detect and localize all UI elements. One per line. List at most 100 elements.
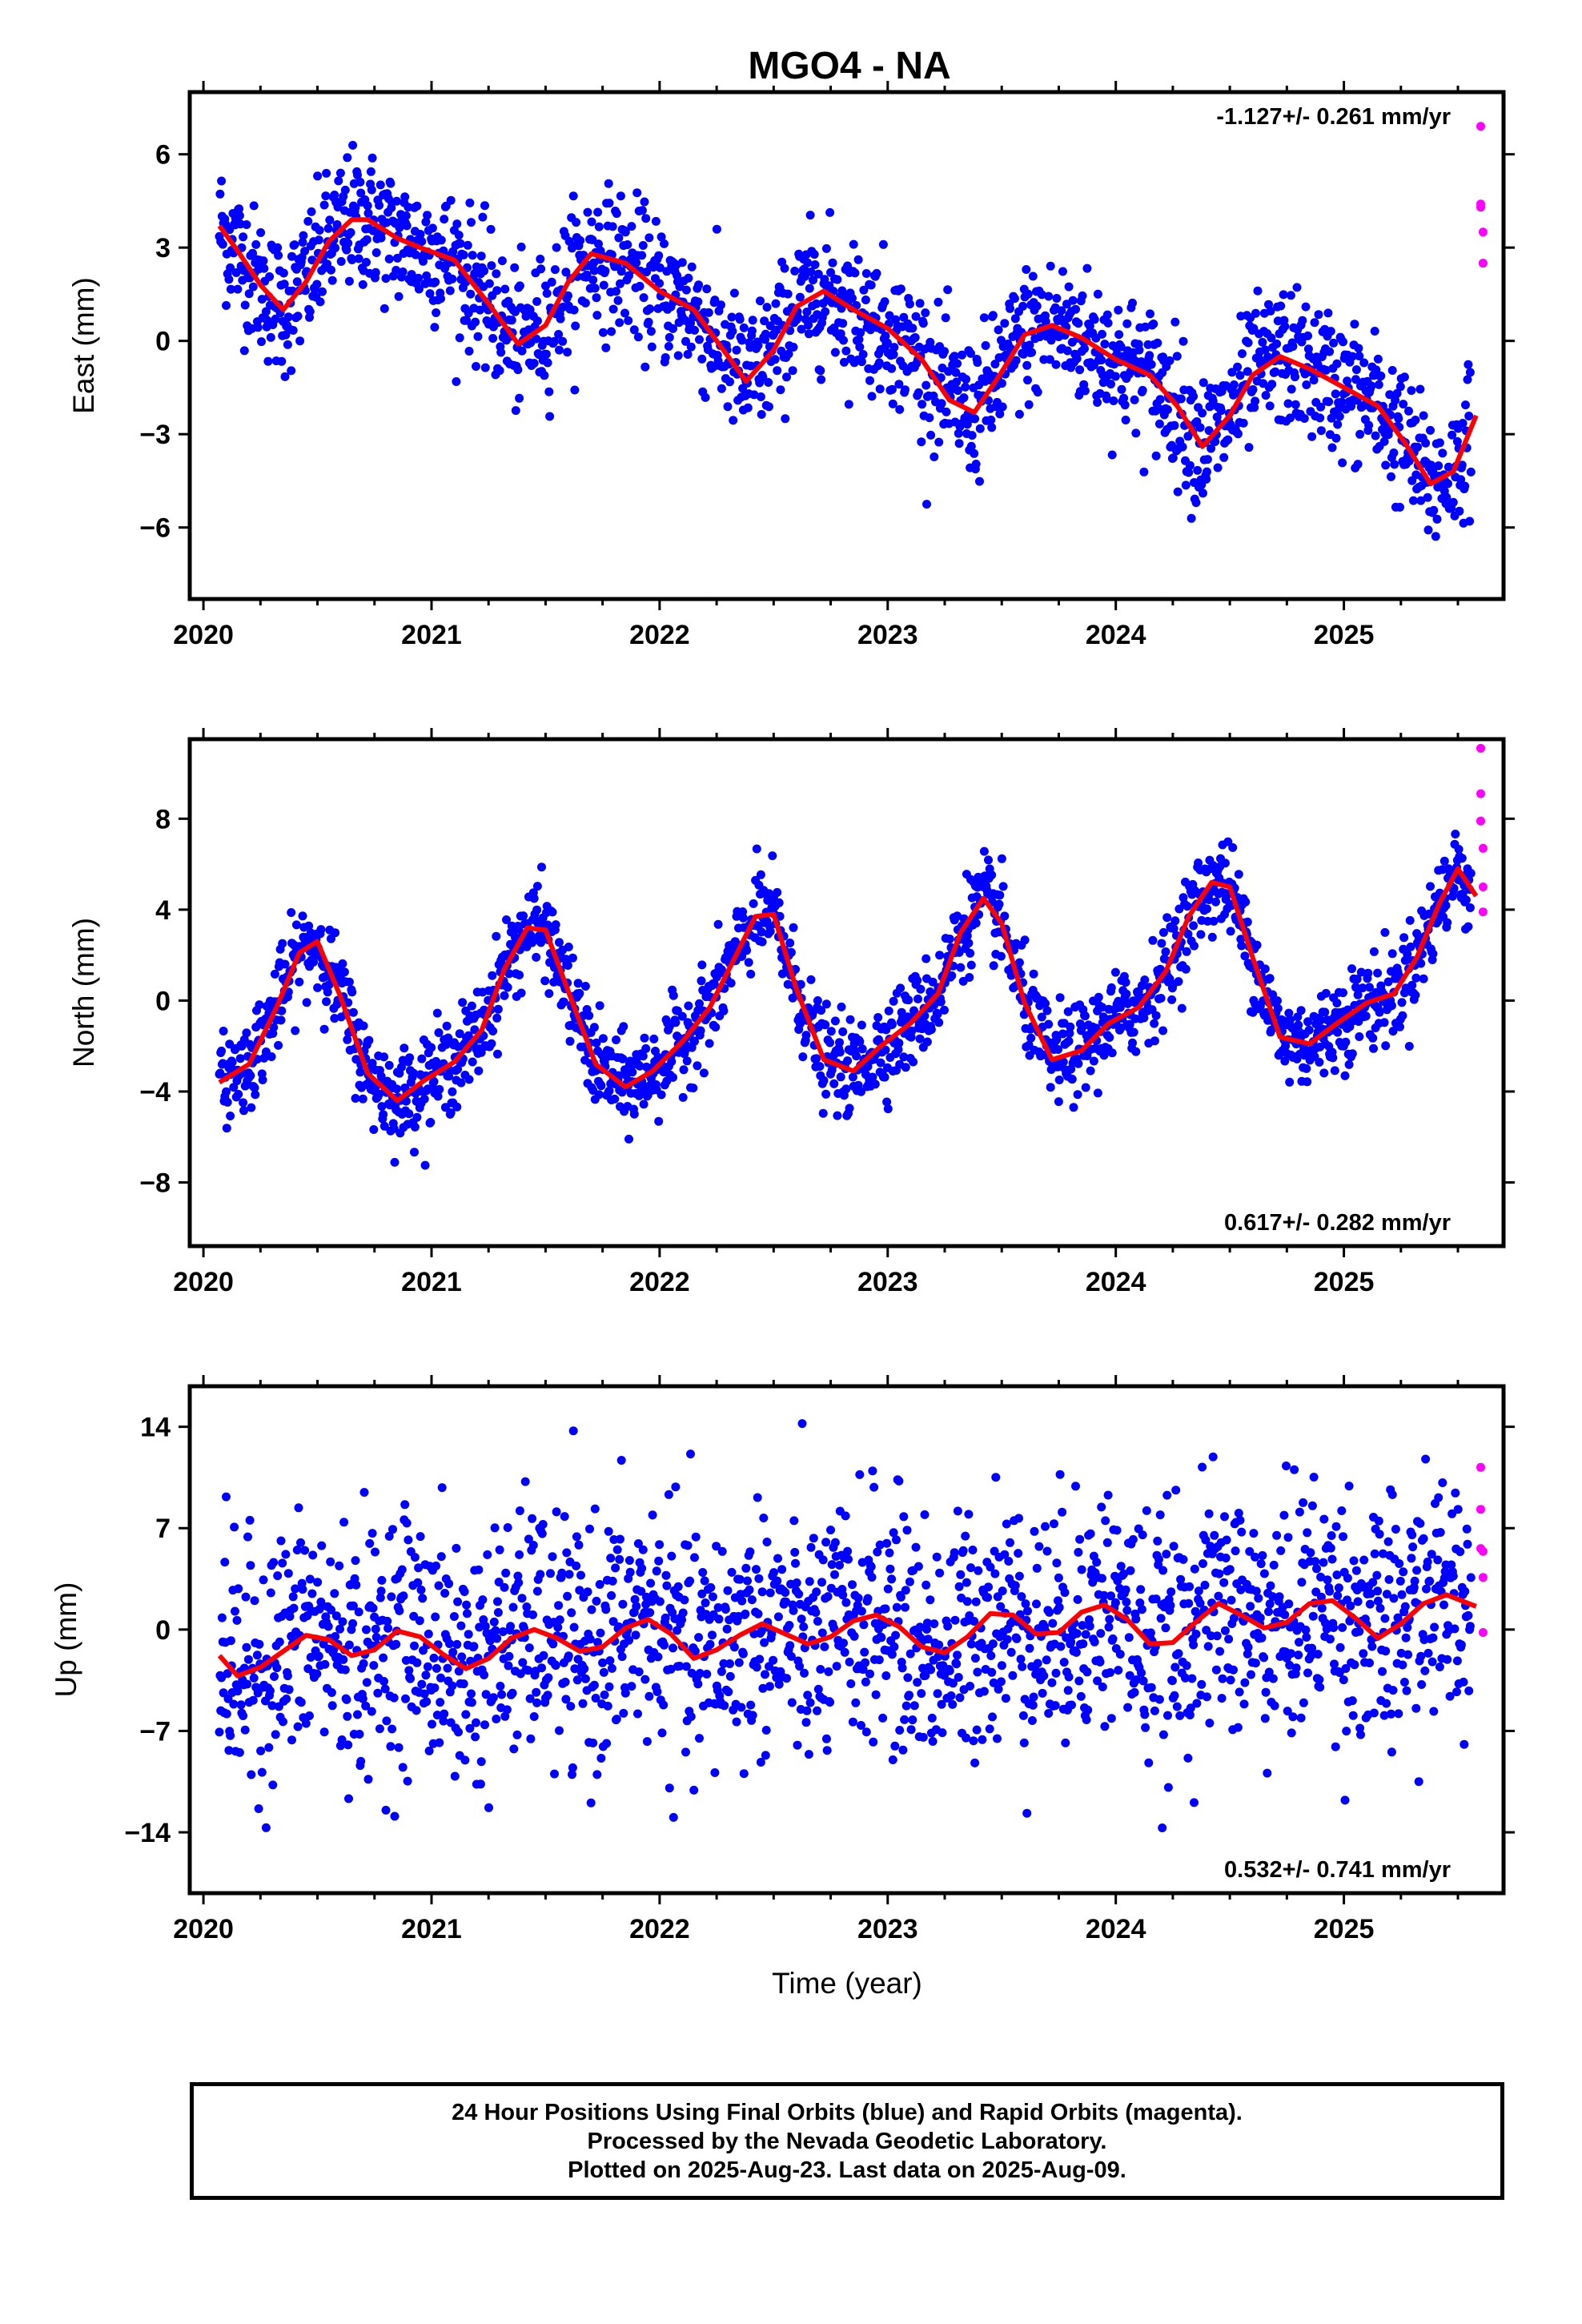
data-point [292, 1546, 302, 1554]
data-point [704, 308, 713, 317]
data-point [710, 1768, 720, 1777]
data-point [785, 1641, 795, 1651]
data-point [1316, 402, 1326, 412]
data-point [463, 1609, 472, 1618]
data-point [371, 267, 380, 277]
data-point [279, 268, 288, 278]
data-point [423, 1084, 432, 1094]
data-point [1331, 389, 1340, 399]
data-point [1463, 375, 1472, 384]
data-point [1046, 1083, 1055, 1092]
data-point [604, 1682, 614, 1691]
data-point [524, 1534, 533, 1544]
data-point [702, 284, 712, 294]
data-point [882, 1538, 892, 1548]
data-point [694, 1633, 704, 1642]
data-point [794, 1590, 804, 1598]
data-point [1141, 322, 1150, 332]
data-point [783, 289, 793, 299]
data-point [765, 321, 775, 331]
data-point [952, 1659, 962, 1669]
data-point [1167, 995, 1177, 1004]
data-point [677, 258, 687, 267]
data-point [885, 1564, 895, 1574]
data-point [1316, 426, 1326, 436]
data-point [223, 1097, 232, 1107]
data-point [485, 1636, 495, 1646]
data-point [444, 1579, 454, 1589]
data-point [926, 1595, 935, 1605]
data-point [616, 267, 626, 276]
data-point [358, 1094, 367, 1104]
data-point [330, 191, 339, 199]
data-point [882, 1097, 892, 1107]
data-point [1451, 830, 1460, 838]
data-point [381, 274, 391, 283]
data-point [1107, 1048, 1117, 1058]
data-point [717, 384, 726, 393]
data-point [1158, 927, 1168, 937]
data-point [734, 1658, 744, 1667]
data-point [388, 1525, 397, 1534]
data-point [217, 1613, 227, 1622]
data-point [397, 1063, 406, 1072]
data-point [861, 296, 870, 304]
data-point [1204, 426, 1214, 436]
data-point [895, 1726, 905, 1735]
data-point [376, 1072, 386, 1081]
data-point [619, 1708, 628, 1718]
data-point [1014, 409, 1024, 419]
data-point [233, 284, 243, 294]
data-point [512, 1730, 522, 1739]
data-point [510, 263, 520, 272]
data-point [314, 235, 323, 245]
data-point [459, 250, 468, 259]
data-point [402, 221, 412, 231]
data-point [1331, 433, 1341, 443]
data-point [1351, 983, 1360, 992]
data-point [414, 284, 424, 294]
data-point [331, 1632, 340, 1641]
data-point [484, 279, 494, 288]
data-point [564, 1570, 574, 1579]
data-point [424, 1629, 433, 1638]
data-point [1443, 462, 1453, 472]
data-point [1343, 376, 1352, 386]
data-point [293, 312, 303, 321]
data-point [480, 1671, 489, 1679]
data-point [392, 253, 402, 263]
data-point [604, 1086, 614, 1096]
data-point [759, 1514, 769, 1522]
data-point [1244, 443, 1254, 452]
data-point [762, 1538, 772, 1546]
data-point [259, 1575, 268, 1585]
data-point [616, 279, 624, 288]
rapid-point [1478, 883, 1488, 891]
data-point [1339, 988, 1347, 998]
data-point [932, 1552, 942, 1562]
data-point [962, 1733, 971, 1743]
data-point [647, 342, 656, 352]
data-point [1298, 316, 1307, 325]
data-point [1280, 1056, 1290, 1066]
data-point [964, 939, 974, 948]
data-point [627, 222, 636, 231]
data-point [222, 301, 231, 310]
data-point [508, 1688, 517, 1698]
data-point [712, 224, 721, 234]
data-point [1464, 412, 1474, 420]
data-point [1120, 400, 1130, 410]
data-point [638, 241, 648, 250]
data-point [261, 307, 271, 316]
data-point [683, 350, 693, 359]
data-point [1183, 929, 1193, 939]
data-point [812, 1587, 821, 1597]
data-point [717, 1667, 726, 1676]
data-point [891, 1630, 901, 1640]
data-point [259, 263, 269, 273]
data-point [550, 1769, 559, 1779]
data-point [850, 268, 860, 278]
data-point [887, 1019, 897, 1029]
data-point [1046, 261, 1055, 271]
data-point [369, 1661, 379, 1671]
